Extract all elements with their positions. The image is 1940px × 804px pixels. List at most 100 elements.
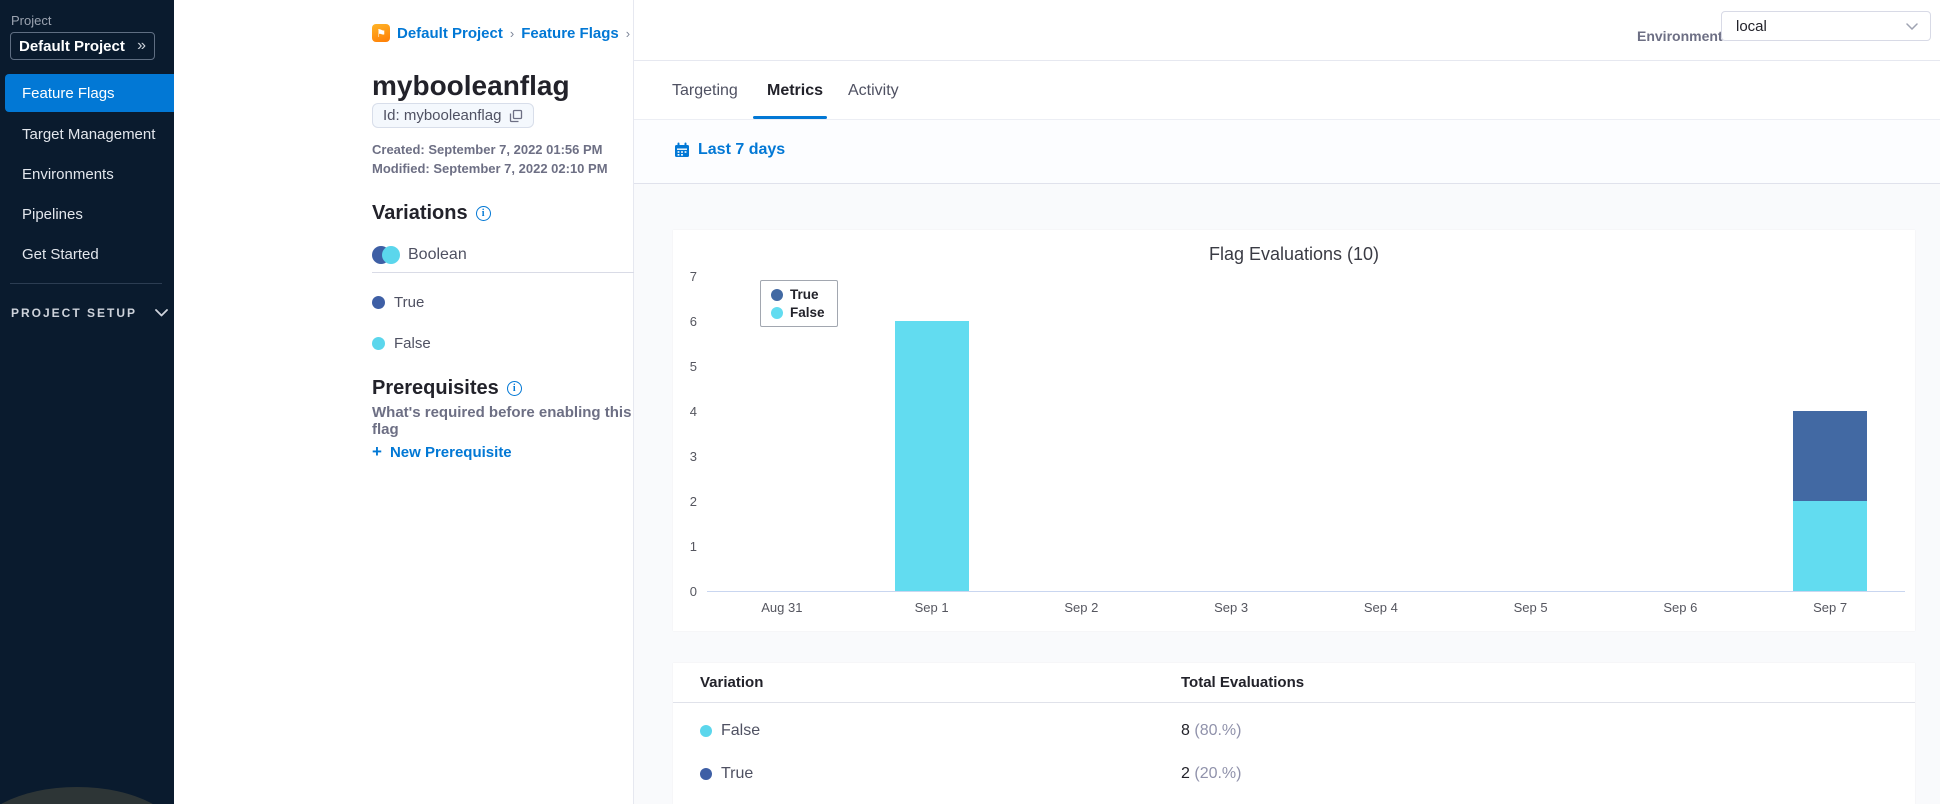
chart-plot: 0 1 2 3 4 5 6 7 Aug 31 Sep 1 Sep 2 Sep 3 Sep 4 Sep 5 S… [690, 269, 1905, 615]
active-tab-indicator [753, 116, 827, 119]
divider [372, 272, 784, 273]
x-axis-label: Sep 3 [1214, 600, 1249, 615]
flag-detail-panel: ⚑ Default Project › Feature Flags › mybo… [174, 0, 784, 804]
legend-label: False [790, 305, 825, 320]
flag-modified-date: Modified: September 7, 2022 02:10 PM [372, 161, 608, 176]
x-axis-label: Sep 7 [1813, 600, 1848, 615]
project-selector-value: Default Project [19, 37, 125, 55]
x-axis-label: Sep 6 [1663, 600, 1698, 615]
sidebar: Project Default Project » Feature Flags … [0, 0, 182, 804]
row-false-total: 8 (80.%) [1181, 722, 1242, 739]
evaluations-chart-card: Flag Evaluations (10) 0 1 2 3 4 5 6 7 Aug 31 Sep … [673, 230, 1915, 631]
new-prerequisite-label: New Prerequisite [389, 443, 512, 461]
variation-type-label: Boolean [408, 246, 467, 263]
flag-created-date: Created: September 7, 2022 01:56 PM [372, 142, 603, 157]
chart-title: Flag Evaluations (10) [1208, 244, 1380, 264]
sidebar-nav: Feature Flags Target Management Environm… [0, 74, 174, 274]
variation-false-dot [372, 336, 385, 350]
project-setup-label: PROJECT SETUP [11, 306, 138, 320]
y-axis-tick: 7 [689, 269, 697, 284]
legend-dot [771, 288, 783, 301]
variation-true-name: True [394, 293, 425, 311]
x-axis-label: Sep 1 [914, 600, 949, 615]
evaluations-table-card: Variation Total Evaluations False 8 (80.… [673, 663, 1915, 804]
boolean-type-icon [372, 246, 400, 264]
sidebar-item-pipelines[interactable]: Pipelines [22, 205, 83, 223]
new-prerequisite-button[interactable]: + New Prerequisite [372, 442, 512, 462]
legend-item-false[interactable]: False [771, 305, 825, 320]
column-header-total-evaluations: Total Evaluations [1181, 674, 1305, 691]
chart-legend: True False [760, 280, 838, 327]
sidebar-item-feature-flags[interactable]: Feature Flags [5, 74, 174, 112]
row-true-name: True [721, 765, 754, 782]
environment-select[interactable]: local [1721, 11, 1931, 41]
environment-label: Environment [1637, 28, 1723, 44]
sidebar-item-get-started[interactable]: Get Started [22, 245, 99, 263]
table-header-row: Variation Total Evaluations [673, 663, 1915, 703]
project-setup-toggle[interactable]: PROJECT SETUP [11, 306, 168, 320]
flag-id-text: Id: mybooleanflag [383, 107, 502, 124]
flag-tabs: Targeting Metrics Activity [634, 61, 1940, 120]
flag-title: mybooleanflag [372, 70, 570, 101]
breadcrumb-separator: › [509, 25, 515, 41]
tab-targeting[interactable]: Targeting [672, 81, 738, 99]
y-axis-tick: 2 [689, 494, 697, 509]
y-axis-tick: 1 [689, 539, 697, 554]
y-axis-tick: 6 [689, 314, 697, 329]
prerequisites-heading: Prerequisites i [372, 377, 522, 400]
y-axis-tick: 5 [689, 359, 697, 374]
environment-header: Environment local [634, 0, 1940, 61]
prerequisites-description: What's required before enabling this fla… [372, 404, 632, 438]
flag-id-chip: Id: mybooleanflag [372, 103, 535, 128]
sidebar-item-environments[interactable]: Environments [22, 165, 114, 183]
prerequisites-heading-text: Prerequisites [372, 377, 499, 399]
row-true-total: 2 (20.%) [1181, 765, 1242, 782]
sidebar-divider [10, 283, 162, 284]
breadcrumb-separator: › [625, 25, 631, 41]
breadcrumb-feature-flags-link[interactable]: Feature Flags [521, 24, 619, 42]
feature-flags-module-icon: ⚑ [372, 24, 390, 42]
row-false-dot [700, 725, 712, 737]
date-range-button[interactable]: Last 7 days [674, 141, 785, 159]
legend-dot [771, 306, 783, 319]
legend-label: True [790, 287, 819, 302]
sidebar-item-target-management[interactable]: Target Management [22, 125, 156, 143]
variations-heading-text: Variations [372, 202, 468, 224]
x-axis-label: Sep 4 [1363, 600, 1398, 615]
date-range-bar: Last 7 days [634, 120, 1940, 184]
table-row-true: True 2 (20.%) [673, 751, 1915, 795]
tab-activity[interactable]: Activity [848, 81, 899, 99]
y-axis-tick: 3 [689, 449, 697, 464]
plus-icon: + [372, 442, 382, 461]
y-axis-tick: 0 [689, 584, 697, 599]
column-header-variation: Variation [700, 674, 764, 691]
date-range-label: Last 7 days [698, 141, 786, 158]
copy-icon[interactable] [509, 109, 523, 123]
row-false-name: False [721, 722, 761, 739]
variations-info-icon[interactable]: i [475, 206, 491, 221]
project-label: Project [11, 13, 52, 28]
prerequisites-info-icon[interactable]: i [506, 381, 522, 396]
chevron-down-icon [155, 309, 168, 317]
table-row-false: False 8 (80.%) [673, 708, 1915, 752]
help-resource-button[interactable] [0, 787, 182, 804]
y-axis-tick: 4 [689, 404, 697, 419]
tab-metrics[interactable]: Metrics [767, 81, 824, 99]
variations-heading: Variations i [372, 202, 491, 225]
x-axis-label: Aug 31 [761, 600, 803, 615]
legend-item-true[interactable]: True [771, 287, 825, 302]
breadcrumb-project-link[interactable]: Default Project [397, 24, 503, 42]
breadcrumb: ⚑ Default Project › Feature Flags › [372, 24, 630, 42]
x-axis-label: Sep 5 [1513, 600, 1548, 615]
chevron-down-icon [1906, 22, 1918, 30]
environment-select-value: local [1736, 17, 1767, 35]
double-chevron-right-icon: » [137, 37, 146, 54]
project-selector[interactable]: Default Project » [10, 32, 155, 60]
x-axis-label: Sep 2 [1064, 600, 1099, 615]
variation-true-dot [372, 295, 385, 309]
bar-segment-false [1793, 501, 1868, 591]
variation-false-name: False [394, 334, 431, 352]
bar-segment-false [894, 321, 969, 591]
row-true-dot [700, 768, 712, 780]
